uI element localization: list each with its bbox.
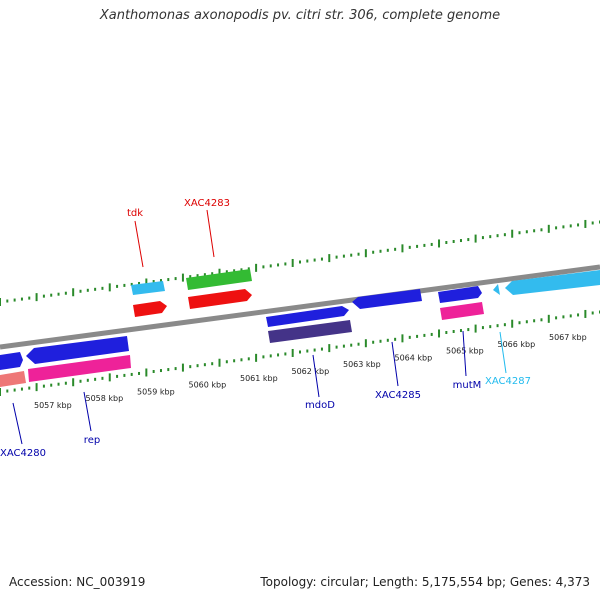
lower-tick-track bbox=[0, 309, 600, 396]
gene-mdod[interactable] bbox=[268, 320, 352, 343]
accession-text: Accession: NC_003919 bbox=[9, 575, 146, 589]
gene-tdk-top[interactable] bbox=[131, 281, 165, 295]
page-title: Xanthomonas axonopodis pv. citri str. 30… bbox=[99, 8, 501, 23]
label-tdk[interactable]: tdk bbox=[127, 208, 143, 219]
label-rep[interactable]: rep bbox=[84, 435, 100, 446]
gene-blue-mid1[interactable] bbox=[266, 306, 349, 327]
gene-blue-right[interactable] bbox=[438, 286, 482, 303]
kbp-label: 5061 kbp bbox=[240, 374, 278, 383]
gene-xac4280-blue[interactable] bbox=[0, 352, 23, 370]
gene-xac4287-arrow[interactable] bbox=[493, 284, 500, 295]
label-xac4287[interactable]: XAC4287 bbox=[485, 376, 531, 387]
gene-xac4283[interactable] bbox=[188, 289, 252, 309]
gene-tdk[interactable] bbox=[133, 301, 167, 317]
leader-xac4287 bbox=[499, 331, 507, 374]
kbp-label: 5060 kbp bbox=[189, 381, 227, 390]
gene-xac4280[interactable] bbox=[0, 371, 26, 387]
kbp-label: 5066 kbp bbox=[498, 340, 536, 349]
kbp-label: 5065 kbp bbox=[446, 347, 484, 356]
leader-xac4280 bbox=[12, 402, 23, 445]
leader-mdod bbox=[312, 354, 320, 398]
kbp-label: 5059 kbp bbox=[137, 387, 175, 396]
genome-backbone bbox=[0, 264, 600, 350]
kbp-label: 5063 kbp bbox=[343, 360, 381, 369]
upper-tick-track bbox=[0, 219, 600, 306]
leader-tdk bbox=[134, 220, 144, 268]
gene-rep-blue[interactable] bbox=[26, 336, 129, 364]
label-xac4280[interactable]: XAC4280 bbox=[0, 448, 46, 459]
gene-rep[interactable] bbox=[28, 355, 131, 382]
leader-xac4285 bbox=[391, 341, 399, 387]
gene-xac4283-top[interactable] bbox=[186, 269, 252, 290]
kbp-label: 5058 kbp bbox=[86, 394, 124, 403]
kbp-label: 5064 kbp bbox=[395, 353, 433, 362]
kbp-label: 5057 kbp bbox=[34, 401, 72, 410]
gene-xac4287[interactable] bbox=[505, 270, 600, 295]
leader-rep bbox=[83, 391, 92, 432]
label-mdod[interactable]: mdoD bbox=[305, 400, 335, 411]
kbp-label: 5067 kbp bbox=[549, 333, 587, 342]
kbp-label: 5062 kbp bbox=[292, 367, 330, 376]
kbp-scale: 5057 kbp 5058 kbp 5059 kbp 5060 kbp 5061 kbp… bbox=[34, 333, 587, 410]
label-xac4283[interactable]: XAC4283 bbox=[184, 198, 230, 209]
gene-xac4285[interactable] bbox=[352, 289, 422, 309]
label-xac4285[interactable]: XAC4285 bbox=[375, 390, 421, 401]
leader-xac4283 bbox=[206, 209, 215, 258]
gene-mutm[interactable] bbox=[440, 302, 484, 320]
leader-mutm bbox=[462, 330, 467, 377]
label-mutm[interactable]: mutM bbox=[453, 380, 482, 391]
topology-text: Topology: circular; Length: 5,175,554 bp… bbox=[260, 575, 590, 589]
